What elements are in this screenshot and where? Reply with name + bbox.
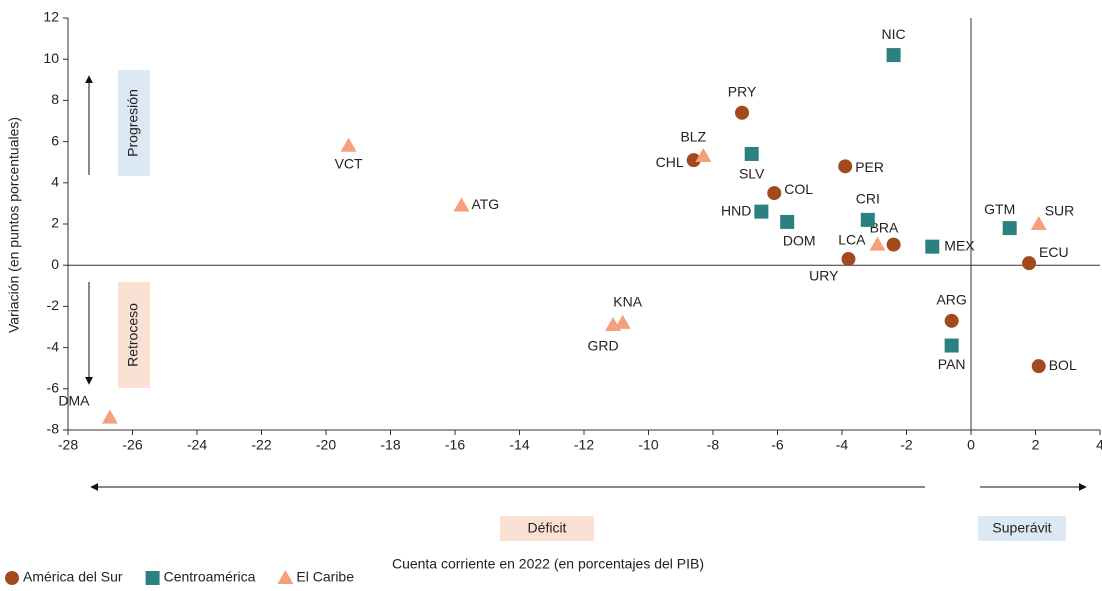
annotation-box	[500, 516, 594, 541]
marker	[686, 153, 701, 168]
y-tick-label: 2	[51, 215, 59, 231]
y-tick-label: -8	[47, 421, 60, 437]
point-label: VCT	[335, 155, 363, 171]
point-label: DMA	[58, 392, 90, 408]
marker	[925, 239, 940, 254]
x-tick-label: -8	[707, 437, 720, 453]
marker	[944, 338, 959, 353]
marker	[860, 212, 875, 227]
x-tick-label: 2	[1032, 437, 1040, 453]
legend-label: América del Sur	[23, 569, 123, 585]
x-tick-label: -28	[58, 437, 78, 453]
point-label: PRY	[728, 83, 757, 99]
marker	[1022, 256, 1037, 271]
y-tick-label: 12	[43, 9, 59, 25]
x-tick-label: -6	[771, 437, 784, 453]
point-label: CRI	[856, 191, 880, 207]
x-tick-label: 4	[1096, 437, 1102, 453]
point-label: ARG	[936, 292, 966, 308]
y-tick-label: -2	[47, 297, 60, 313]
annotation-box	[978, 516, 1066, 541]
marker	[605, 316, 622, 331]
legend-marker	[145, 571, 160, 585]
point-label: SUR	[1045, 203, 1075, 219]
annotation: Retroceso	[125, 303, 141, 367]
x-tick-label: -12	[574, 437, 594, 453]
y-axis-label: Variación (en puntos porcentuales)	[6, 117, 22, 333]
marker	[767, 186, 782, 201]
x-tick-label: 0	[967, 437, 975, 453]
marker	[1030, 216, 1047, 230]
y-tick-label: 8	[51, 91, 59, 107]
marker	[1002, 221, 1017, 236]
x-tick-label: -14	[509, 437, 529, 453]
x-tick-label: -22	[251, 437, 271, 453]
marker	[101, 409, 118, 424]
point-label: KNA	[613, 294, 642, 310]
marker	[735, 105, 750, 120]
y-tick-label: 10	[43, 50, 59, 66]
x-tick-label: -2	[900, 437, 913, 453]
point-label: URY	[809, 268, 839, 284]
point-label: SLV	[739, 166, 765, 182]
marker	[744, 146, 759, 161]
marker	[1031, 359, 1046, 374]
marker	[754, 204, 769, 219]
x-axis-label: Cuenta corriente en 2022 (en porcentajes…	[392, 556, 704, 572]
point-label: DOM	[783, 233, 816, 249]
y-tick-label: 6	[51, 132, 59, 148]
x-tick-label: -16	[445, 437, 465, 453]
annotation: Déficit	[528, 520, 567, 536]
annotation-box	[118, 70, 150, 176]
legend-label: Centroamérica	[164, 569, 256, 585]
point-label: BOL	[1049, 357, 1077, 373]
point-label: BRA	[870, 219, 899, 235]
y-tick-label: 0	[51, 256, 59, 272]
x-tick-label: -24	[187, 437, 207, 453]
point-label: LCA	[838, 231, 866, 247]
marker	[841, 252, 856, 267]
x-tick-label: -20	[316, 437, 336, 453]
y-tick-label: 4	[51, 174, 59, 190]
marker	[695, 148, 712, 163]
point-label: HND	[721, 202, 751, 218]
point-label: ECU	[1039, 244, 1069, 260]
legend-marker	[5, 571, 19, 585]
marker	[838, 159, 853, 174]
point-label: PAN	[938, 356, 966, 372]
point-label: BLZ	[680, 129, 706, 145]
point-label: ATG	[471, 196, 499, 212]
marker	[340, 137, 357, 152]
point-label: PER	[855, 159, 884, 175]
legend-marker	[277, 570, 294, 584]
marker	[453, 197, 470, 212]
annotation-box	[118, 282, 150, 388]
annotation: Superávit	[992, 520, 1051, 536]
marker	[886, 48, 901, 63]
point-label: CHL	[656, 154, 684, 170]
x-tick-label: -26	[122, 437, 142, 453]
marker	[780, 214, 795, 229]
legend-label: El Caribe	[296, 569, 354, 585]
point-label: GTM	[984, 201, 1015, 217]
point-label: COL	[784, 181, 813, 197]
y-tick-label: -4	[47, 338, 60, 354]
marker	[944, 313, 959, 328]
y-tick-label: -6	[47, 380, 60, 396]
marker	[614, 314, 631, 329]
x-tick-label: -10	[638, 437, 658, 453]
x-tick-label: -4	[836, 437, 849, 453]
marker	[886, 237, 901, 252]
point-label: MEX	[944, 237, 975, 253]
annotation: Progresión	[125, 89, 141, 157]
marker	[869, 236, 886, 251]
x-tick-label: -18	[380, 437, 400, 453]
point-label: GRD	[587, 338, 618, 354]
point-label: NIC	[882, 26, 906, 42]
